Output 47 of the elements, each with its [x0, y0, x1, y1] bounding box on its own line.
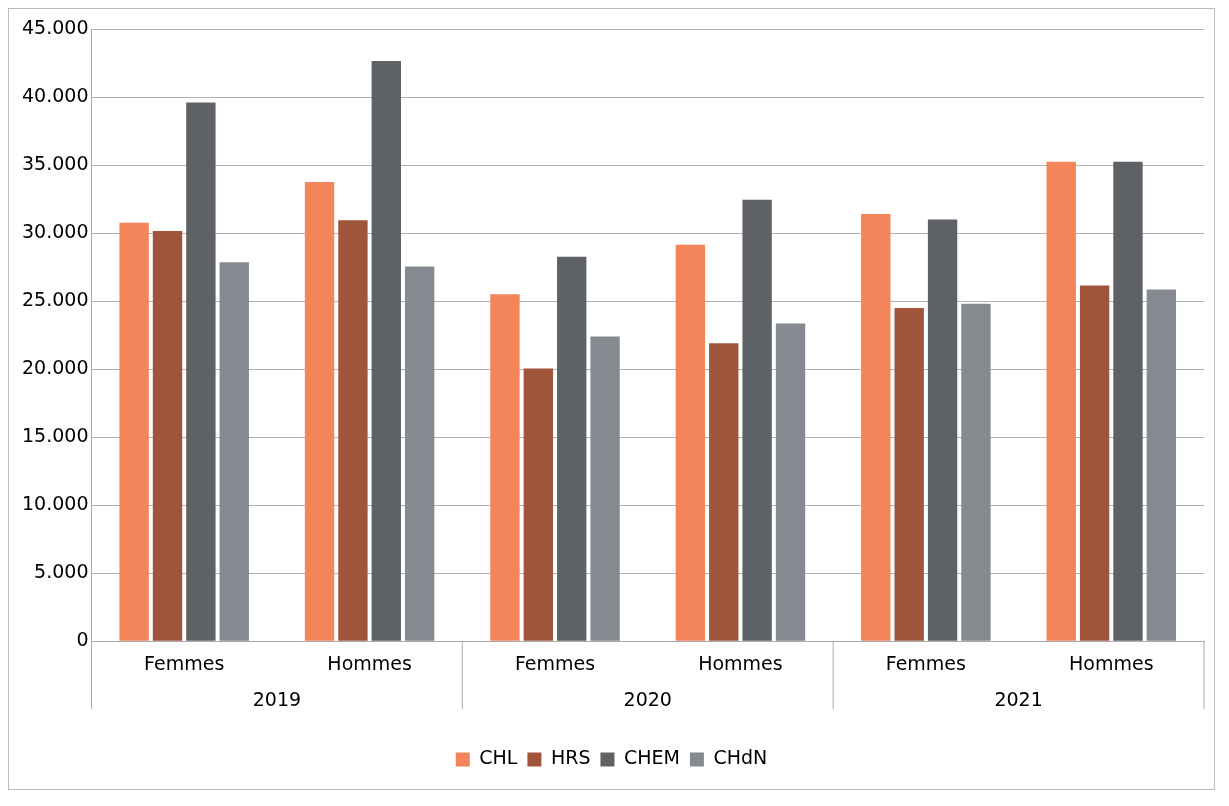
- bar: [861, 214, 891, 641]
- bar: [1046, 161, 1076, 641]
- bar: [1113, 161, 1143, 641]
- text: 2021: [994, 688, 1043, 711]
- y-tick-label: 45.000: [22, 15, 89, 38]
- legend-label: CHEM: [623, 746, 680, 769]
- bar: [557, 256, 587, 641]
- legend-label: CHdN: [713, 746, 768, 769]
- x-tick-label: Femmes: [885, 651, 966, 674]
- bar: [961, 303, 991, 641]
- x-tick-label: Hommes: [327, 651, 412, 674]
- bar: [152, 231, 183, 641]
- y-tick-label: 10.000: [22, 492, 89, 515]
- y-tick-label: 15.000: [22, 424, 89, 447]
- bar: [119, 222, 149, 641]
- y-tick-label: 20.000: [22, 356, 89, 379]
- y-tick-label: 0: [76, 628, 89, 651]
- bar: [523, 368, 554, 641]
- text: 2019: [252, 688, 302, 711]
- legend-label: CHL: [479, 746, 518, 769]
- y-tick-label: 30.000: [22, 220, 89, 242]
- x-tick-label: Femmes: [514, 651, 596, 674]
- x-tick-label: Femmes: [144, 651, 225, 674]
- bar: [709, 343, 739, 641]
- bar: [742, 199, 772, 641]
- y-tick-label: 25.000: [22, 288, 89, 311]
- x-tick-label: Hommes: [1069, 651, 1154, 674]
- y-tick-label: 5.000: [34, 560, 89, 583]
- bar: [186, 102, 216, 641]
- x-tick-label: Hommes: [698, 651, 783, 674]
- bar: [927, 219, 958, 641]
- y-tick-label: 35.000: [22, 151, 89, 174]
- bar: [219, 262, 249, 641]
- bar: [675, 244, 706, 641]
- bar: [338, 220, 368, 641]
- bar: [404, 266, 435, 641]
- bar: [371, 60, 401, 641]
- y-tick-label: 40.000: [22, 83, 89, 106]
- bar: [894, 307, 924, 641]
- bar: [775, 323, 806, 641]
- bar: [590, 336, 620, 641]
- legend-label: HRS: [550, 746, 591, 769]
- bar: [1146, 289, 1177, 641]
- bar: [490, 294, 520, 641]
- bar: [304, 182, 335, 641]
- bar: [1079, 285, 1110, 641]
- text: 2020: [623, 688, 672, 711]
